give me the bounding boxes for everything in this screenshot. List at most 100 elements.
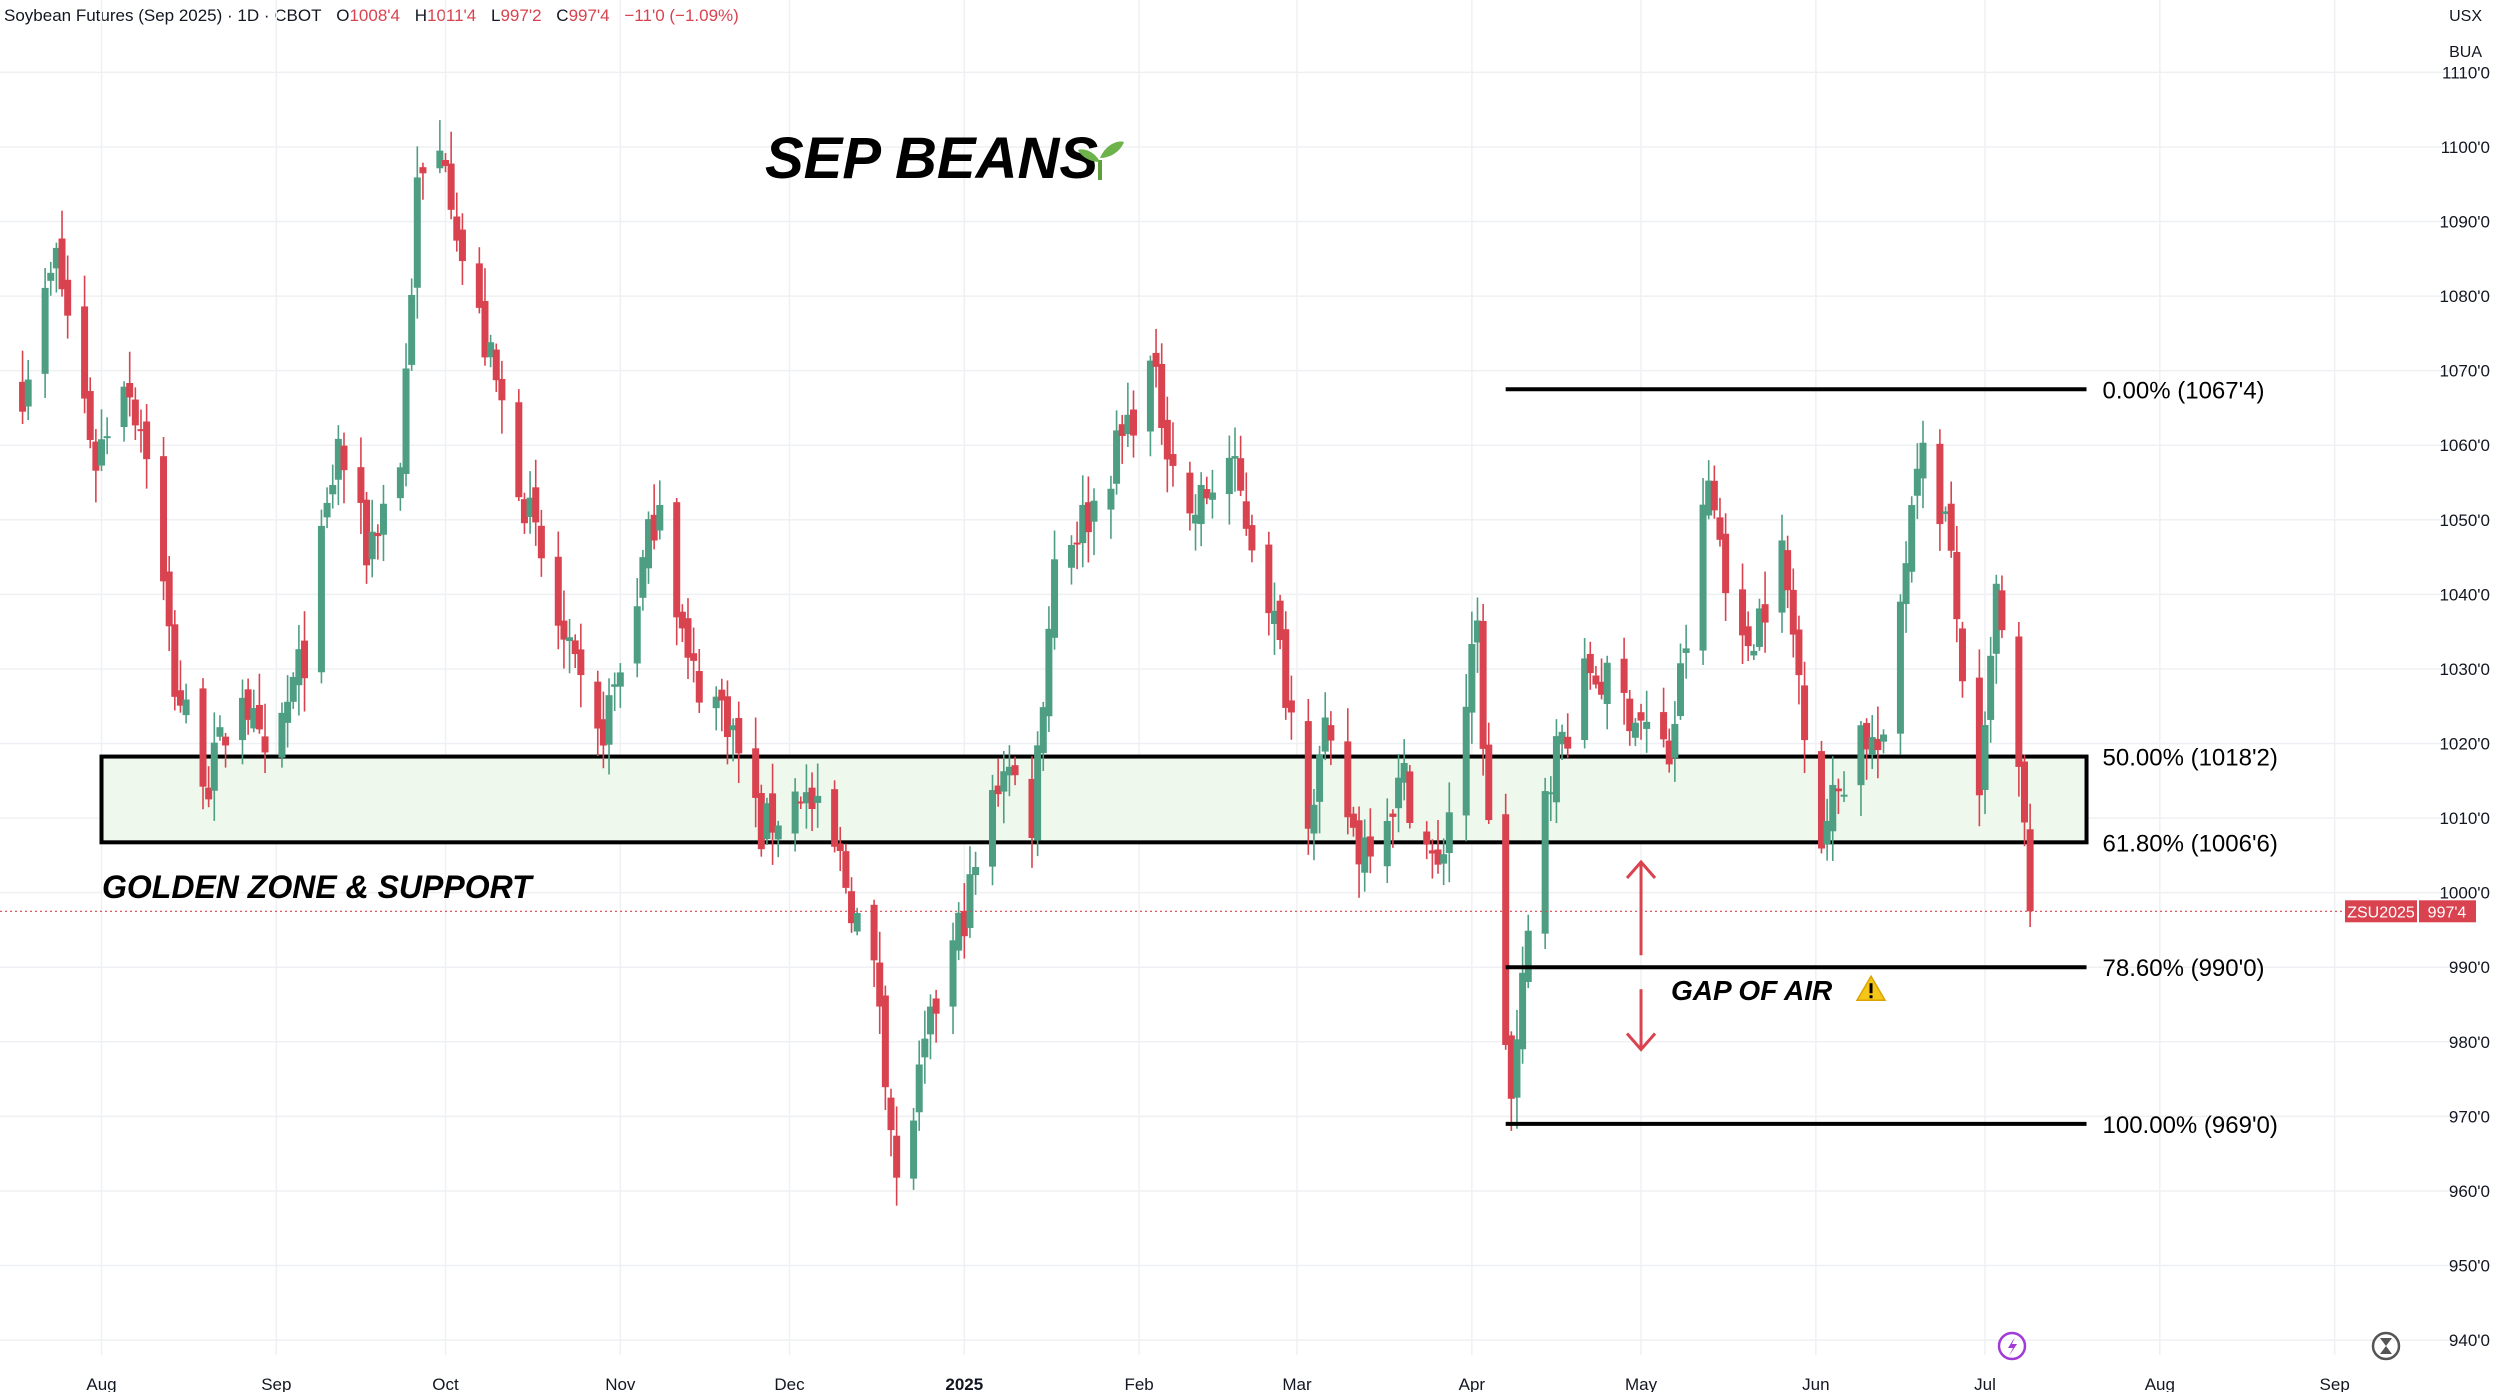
candle-body bbox=[1000, 771, 1008, 792]
candle-body bbox=[1524, 930, 1532, 982]
candle-body bbox=[1344, 741, 1352, 818]
candle-body bbox=[932, 998, 940, 1014]
candle-body bbox=[1383, 821, 1391, 867]
candle-body bbox=[1998, 590, 2006, 631]
candle-body bbox=[1248, 525, 1256, 551]
candle-body bbox=[994, 785, 1002, 795]
candle-body bbox=[594, 681, 602, 729]
candle-body bbox=[566, 637, 574, 642]
candle-body bbox=[1428, 850, 1436, 854]
candle-body bbox=[1558, 731, 1566, 745]
candle-body bbox=[1919, 442, 1927, 479]
candle-body bbox=[1270, 610, 1278, 624]
y-tick-label: 1110'0 bbox=[2442, 63, 2490, 82]
candle-body bbox=[1761, 604, 1769, 623]
y-tick-label: 1020'0 bbox=[2439, 735, 2490, 754]
candle-body bbox=[103, 436, 111, 439]
candle-body bbox=[532, 487, 540, 523]
candle-body bbox=[1090, 500, 1098, 522]
candle-body bbox=[712, 696, 720, 709]
candle-body bbox=[763, 803, 771, 839]
candle-body bbox=[1817, 751, 1825, 849]
candle-body bbox=[1552, 736, 1560, 803]
ohlc-high: H1011'4 bbox=[414, 6, 477, 25]
ohlc-close: C997'4 bbox=[556, 6, 610, 25]
candle-body bbox=[216, 727, 224, 737]
candle-body bbox=[1231, 456, 1239, 459]
candle-body bbox=[222, 736, 230, 746]
candle-body bbox=[1169, 454, 1177, 466]
y-tick-label: 1090'0 bbox=[2439, 213, 2490, 232]
candle-body bbox=[402, 368, 410, 474]
candle-body bbox=[515, 402, 523, 498]
candle-body bbox=[611, 684, 619, 687]
y-tick-label: 1010'0 bbox=[2439, 809, 2490, 828]
candle-body bbox=[690, 653, 698, 661]
fib-levels: ZSU2025 997'4 0.00% (1067'4) 50.00% (1018'2… bbox=[0, 377, 2476, 1139]
candle-body bbox=[126, 383, 134, 398]
candle-body bbox=[340, 445, 348, 471]
candle-body bbox=[1163, 419, 1171, 460]
ohlc-low: L997'2 bbox=[491, 6, 542, 25]
x-tick-label: Apr bbox=[1459, 1375, 1486, 1392]
fib-level-label: 78.60% (990'0) bbox=[2103, 955, 2265, 982]
candle-body bbox=[673, 502, 681, 618]
candle-body bbox=[678, 611, 686, 629]
candle-body bbox=[1908, 505, 1916, 572]
candle-body bbox=[1366, 836, 1374, 857]
candle-body bbox=[1620, 658, 1628, 693]
candle-body bbox=[774, 825, 782, 840]
candle-body bbox=[92, 441, 100, 471]
candle-body bbox=[1507, 1035, 1515, 1099]
candle-body bbox=[1705, 480, 1713, 516]
candle-body bbox=[1739, 589, 1747, 636]
candle-body bbox=[910, 1120, 918, 1179]
candle-body bbox=[1896, 601, 1904, 734]
gap-label: GAP OF AIR bbox=[1671, 975, 1833, 1006]
gap-arrows bbox=[1625, 859, 1657, 1052]
y-tick-label: 950'0 bbox=[2449, 1257, 2490, 1276]
y-tick-label: 1050'0 bbox=[2439, 511, 2490, 530]
candle-body bbox=[1710, 480, 1718, 511]
candle-body bbox=[1502, 814, 1510, 1045]
candle-body bbox=[1513, 1039, 1521, 1098]
candle-body bbox=[453, 216, 461, 241]
unit-label: BUA bbox=[2449, 44, 2482, 61]
candle-body bbox=[1823, 820, 1831, 845]
candle-body bbox=[876, 962, 884, 1007]
last-price-tag bbox=[2419, 900, 2476, 923]
candle-body bbox=[2015, 636, 2023, 767]
candle-body bbox=[577, 649, 585, 676]
x-tick-label: Sep bbox=[2320, 1375, 2350, 1392]
candle-body bbox=[498, 378, 506, 401]
candle-body bbox=[1592, 675, 1600, 685]
candle-body bbox=[1389, 813, 1397, 817]
candle-body bbox=[1637, 712, 1645, 721]
candle-body bbox=[1462, 706, 1470, 816]
candle-body bbox=[526, 497, 534, 518]
candle-body bbox=[1541, 791, 1549, 934]
candle-body bbox=[160, 456, 168, 582]
candle-body bbox=[537, 525, 545, 559]
y-tick-label: 1030'0 bbox=[2439, 660, 2490, 679]
candle-body bbox=[915, 1064, 923, 1113]
candle-body bbox=[1192, 514, 1200, 524]
candle-body bbox=[1795, 629, 1803, 676]
candle-body bbox=[419, 167, 427, 174]
candle-body bbox=[1400, 762, 1408, 783]
candle-body bbox=[966, 874, 974, 929]
candle-body bbox=[1203, 489, 1211, 499]
candle-body bbox=[1440, 854, 1448, 864]
candle-body bbox=[1801, 685, 1809, 741]
y-tick-label: 960'0 bbox=[2449, 1182, 2490, 1201]
candle-body bbox=[1051, 559, 1059, 638]
candle-body bbox=[363, 499, 371, 566]
candle-body bbox=[848, 891, 856, 924]
y-tick-label: 1080'0 bbox=[2439, 287, 2490, 306]
y-tick-label: 990'0 bbox=[2449, 958, 2490, 977]
candle-body bbox=[1197, 484, 1205, 525]
candle-body bbox=[870, 904, 878, 961]
candle-body bbox=[1631, 722, 1639, 738]
candle-body bbox=[554, 556, 562, 626]
